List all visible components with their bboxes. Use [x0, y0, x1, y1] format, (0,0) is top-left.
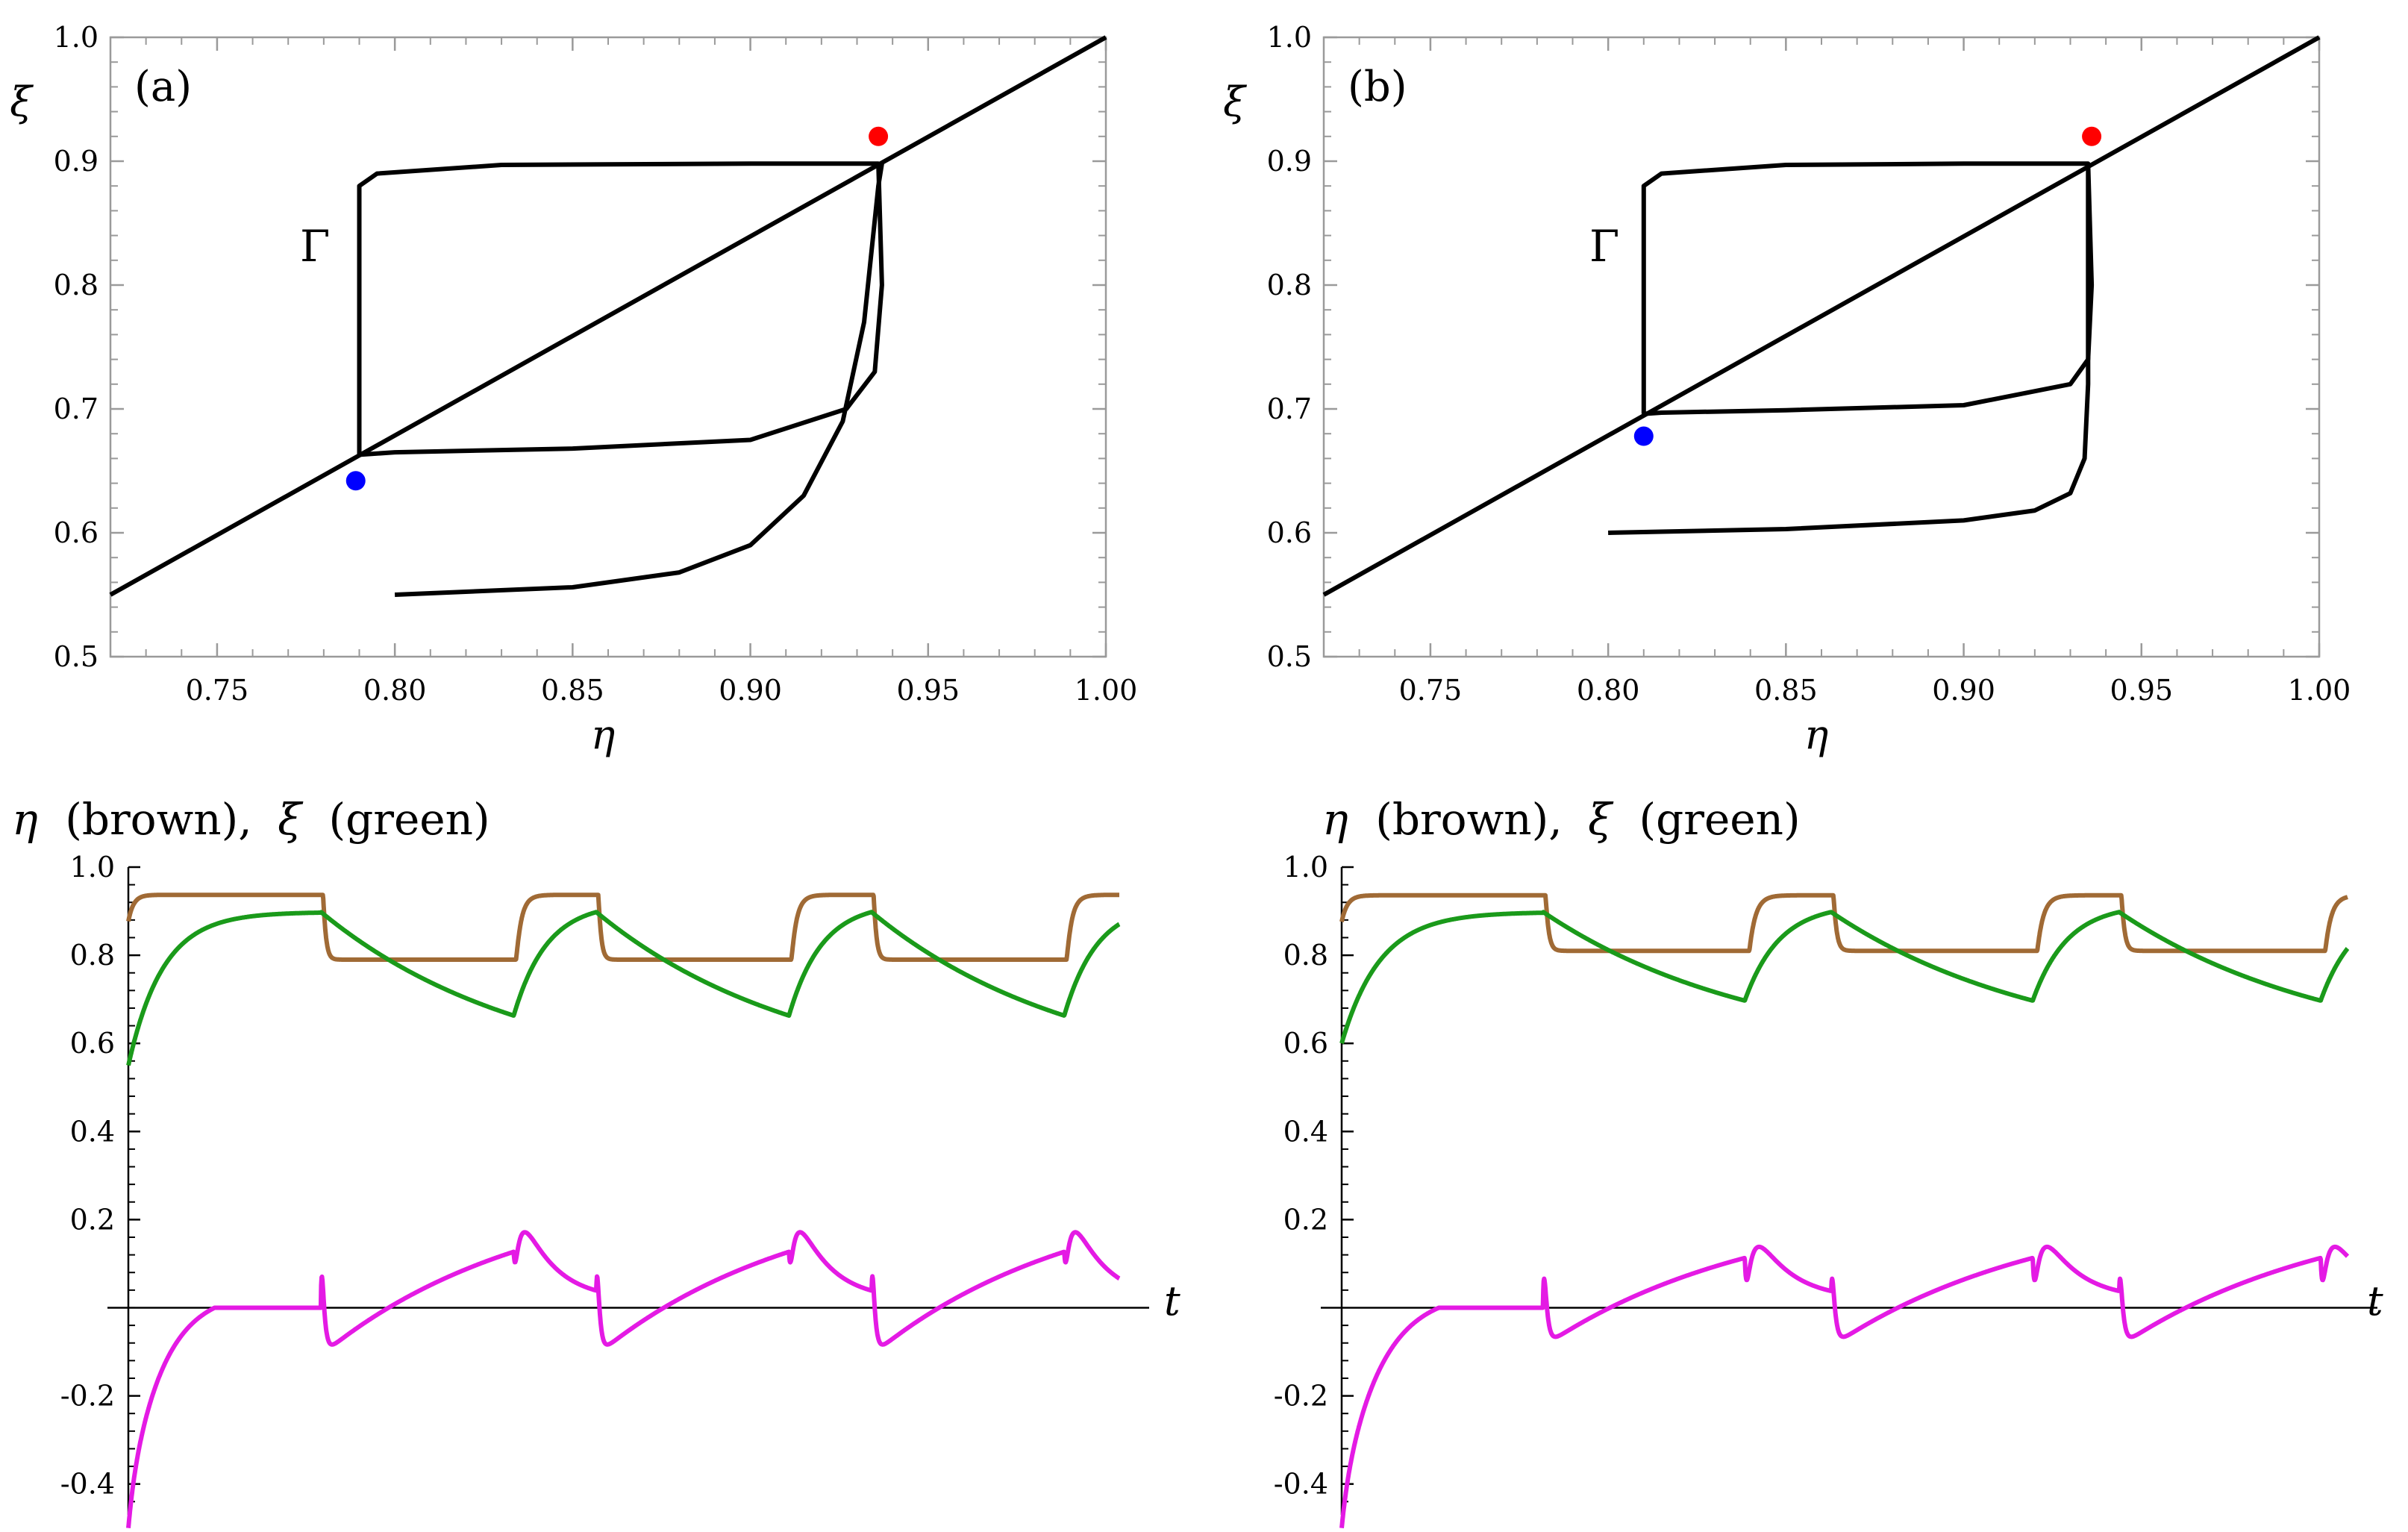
x-tick-label: 0.75 [186, 674, 249, 707]
y-tick-label: -0.2 [60, 1380, 115, 1413]
y-tick-label: 0.6 [70, 1027, 115, 1060]
eta-series [1339, 892, 2350, 954]
t-axis-label: t [2367, 1278, 2383, 1325]
y-tick-label: 0.6 [54, 516, 98, 549]
y-tick-label: 0.9 [54, 145, 98, 178]
y-tick-label: 1.0 [1283, 851, 1328, 884]
panel-label: (a) [134, 63, 192, 111]
title-green: (green) [1639, 794, 1800, 845]
y-tick-label: -0.4 [1274, 1468, 1328, 1501]
blue-point [345, 471, 366, 491]
title-xi: ξ [1588, 794, 1614, 845]
x-tick-label: 0.85 [1754, 674, 1818, 707]
y-tick-label: 0.8 [70, 939, 115, 972]
y-tick-label: 0.4 [1283, 1115, 1328, 1148]
title-brown: (brown), [1375, 794, 1562, 845]
x-axis-label: η [591, 711, 615, 758]
y-tick-label: 0.2 [1283, 1203, 1328, 1236]
y-ticks: 0.5 0.6 0.7 0.8 0.9 1.0 [54, 21, 1106, 673]
x-tick-label: 0.80 [363, 674, 427, 707]
y-tick-label: -0.4 [60, 1468, 115, 1501]
title-eta: η [12, 794, 38, 845]
title-xi: ξ [278, 794, 304, 845]
limit-cycle-curve [357, 161, 884, 457]
eta-series [126, 892, 1122, 962]
y-ticks: -0.4 -0.2 0.2 0.4 0.6 0.8 1.0 [1274, 851, 1354, 1503]
title-eta: η [1322, 794, 1348, 845]
difference-series [126, 1230, 1122, 1528]
y-tick-label: 0.8 [1267, 269, 1312, 301]
x-tick-label: 1.00 [2288, 674, 2351, 707]
timeseries-panel-left: η (brown), ξ (green) -0.4 -0.2 0.2 0.4 0.6 0.… [12, 794, 1180, 1528]
x-ticks: 0.75 0.80 0.85 0.90 0.95 1.00 [1358, 37, 2351, 707]
y-tick-label: 0.9 [1267, 145, 1312, 178]
red-point [869, 126, 889, 146]
y-tick-label: 0.2 [70, 1203, 115, 1236]
x-tick-label: 0.85 [541, 674, 604, 707]
y-tick-label: 0.7 [1267, 393, 1312, 425]
transient-curve [394, 163, 884, 597]
gamma-annotation: Γ [300, 221, 330, 272]
y-axis-label: ξ [10, 78, 34, 125]
limit-cycle-curve [1641, 161, 2095, 416]
x-tick-label: 0.95 [2110, 674, 2173, 707]
x-tick-label: 0.80 [1577, 674, 1640, 707]
timeseries-title: η (brown), ξ (green) [12, 794, 490, 845]
y-tick-label: 1.0 [70, 851, 115, 884]
y-tick-label: 0.5 [1267, 640, 1312, 673]
x-tick-label: 0.95 [896, 674, 960, 707]
y-tick-label: 1.0 [54, 21, 98, 54]
title-brown: (brown), [65, 794, 251, 845]
timeseries-title: η (brown), ξ (green) [1322, 794, 1801, 845]
y-tick-label: 0.8 [1283, 939, 1328, 972]
diagonal-line [1322, 35, 2321, 597]
gamma-annotation: Γ [1589, 221, 1619, 272]
x-tick-label: 0.75 [1399, 674, 1463, 707]
timeseries-panel-right: η (brown), ξ (green) -0.4 -0.2 0.2 0.4 0.6 0.… [1274, 794, 2383, 1529]
x-tick-label: 1.00 [1075, 674, 1138, 707]
x-ticks: 0.75 0.80 0.85 0.90 0.95 1.00 [145, 37, 1138, 707]
xi-series [1339, 910, 2350, 1045]
y-ticks: -0.4 -0.2 0.2 0.4 0.6 0.8 1.0 [60, 851, 140, 1503]
panel-b: 0.5 0.6 0.7 0.8 0.9 1.0 0.75 0.80 0.85 0.90 0.95 1… [1223, 21, 2351, 758]
panel-a: 0.5 0.6 0.7 0.8 0.9 1.0 0.75 0.80 0.85 0.90 0.95 1… [10, 21, 1137, 758]
x-tick-label: 0.90 [1932, 674, 1995, 707]
y-tick-label: 0.8 [54, 269, 98, 301]
y-tick-label: 0.6 [1267, 516, 1312, 549]
x-tick-label: 0.90 [719, 674, 782, 707]
y-tick-label: 1.0 [1267, 21, 1312, 54]
y-tick-label: 0.6 [1283, 1027, 1328, 1060]
panel-label: (b) [1348, 63, 1407, 111]
y-axis-label: ξ [1223, 78, 1247, 125]
red-point [2082, 126, 2102, 146]
y-tick-label: 0.4 [70, 1115, 115, 1148]
y-tick-label: -0.2 [1274, 1380, 1328, 1413]
blue-point [1633, 426, 1654, 446]
diagonal-line [109, 35, 1107, 597]
difference-series [1339, 1244, 2350, 1529]
x-axis-label: η [1804, 711, 1828, 758]
title-green: (green) [328, 794, 490, 845]
y-ticks: 0.5 0.6 0.7 0.8 0.9 1.0 [1267, 21, 2319, 673]
y-tick-label: 0.7 [54, 393, 98, 425]
xi-series [126, 910, 1122, 1066]
y-tick-label: 0.5 [54, 640, 98, 673]
t-axis-label: t [1164, 1278, 1180, 1325]
transient-curve [1608, 163, 2091, 535]
